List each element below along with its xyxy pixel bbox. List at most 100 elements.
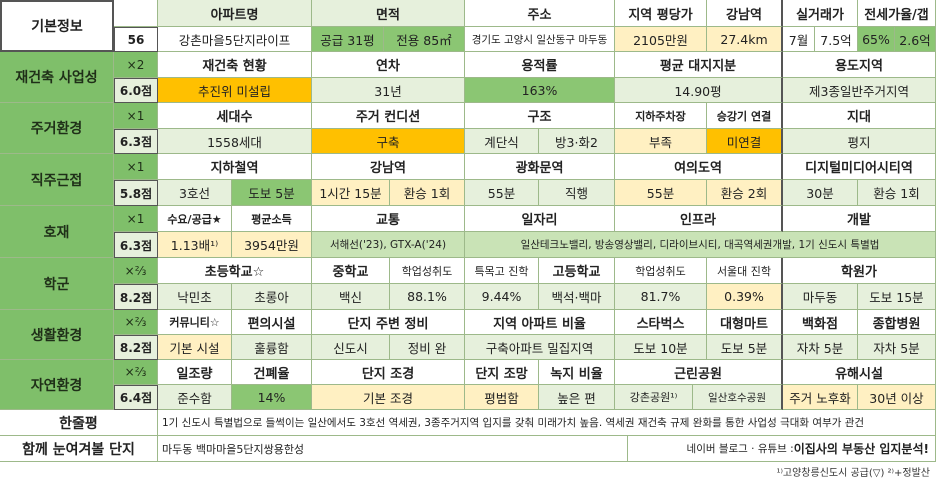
surroundings-a-value: 신도시 (312, 335, 390, 360)
header-park: 근린공원 (615, 360, 783, 385)
supply-demand-value: 1.13배¹⁾ (158, 232, 232, 258)
surroundings-b-value: 정비 완 (390, 335, 465, 360)
header-income: 평균소득 (232, 206, 312, 232)
header-age: 연차 (312, 52, 465, 78)
header-terrain: 지대 (783, 103, 936, 129)
income-value: 3954만원 (232, 232, 312, 258)
trade-month-value: 7월 (783, 27, 815, 52)
header-sunlight: 일조량 (158, 360, 232, 385)
convenience-value: 훌륭함 (232, 335, 312, 360)
category-commute: 직주근접 (0, 154, 114, 206)
header-gangnam-station: 강남역 (312, 154, 465, 180)
header-rebuild-status: 재건축 현황 (158, 52, 312, 78)
header-hospital: 종합병원 (858, 310, 936, 335)
header-elementary: 초등학교☆ (158, 258, 312, 284)
header-condition: 주거 컨디션 (312, 103, 465, 129)
living-score: 6.3점 (114, 129, 158, 154)
commute-score: 5.8점 (114, 180, 158, 206)
header-elevator: 승강기 연결 (707, 103, 783, 129)
rebuild-status-value: 추진위 미설립 (158, 78, 312, 103)
academy-walk-value: 도보 15분 (858, 284, 936, 310)
elementary2-value: 초롱아 (232, 284, 312, 310)
category-compare: 함께 눈여겨볼 단지 (0, 436, 158, 462)
school-score: 8.2점 (114, 284, 158, 310)
park-b-value: 일산호수공원 (693, 385, 783, 410)
header-supply-demand: 수요/공급★ (158, 206, 232, 232)
living-multiplier: ×1 (114, 103, 158, 129)
summary-text: 1기 신도시 특별법으로 들썩이는 일산에서도 3호선 역세권, 3종주거지역 … (158, 410, 936, 436)
header-yeouido: 여의도역 (615, 154, 783, 180)
basic-count: 56 (114, 27, 158, 52)
parking-value: 부족 (615, 129, 707, 154)
nature-multiplier: ×⅔ (114, 360, 158, 385)
coverage-value: 14% (232, 385, 312, 410)
apartment-name-value: 강촌마을5단지라이프 (158, 27, 312, 52)
header-households: 세대수 (158, 103, 312, 129)
subway-line-value: 3호선 (158, 180, 232, 206)
header-subway: 지하철역 (158, 154, 312, 180)
header-middle-score: 학업성취도 (390, 258, 465, 284)
header-academy: 학원가 (783, 258, 936, 284)
header-convenience: 편의시설 (232, 310, 312, 335)
header-apartment-name: 아파트명 (158, 0, 312, 27)
header-special-high: 특목고 진학 (465, 258, 539, 284)
jeonse-ratio-value: 65% (858, 27, 895, 52)
yeouido-transfer-value: 환승 2회 (707, 180, 783, 206)
development-score: 6.3점 (114, 232, 158, 258)
header-mart: 대형마트 (707, 310, 783, 335)
green-ratio-value: 높은 편 (539, 385, 615, 410)
footnote: ¹⁾고양창릉신도시 공급(▽) ²⁾+정발산 (776, 468, 930, 479)
credit: 네이버 블로그 · 유튜브 : 이집사의 부동산 입지분석! (628, 436, 936, 462)
gangnam-time-value: 1시간 15분 (312, 180, 390, 206)
header-dmc: 디지털미디어시티역 (783, 154, 936, 180)
header-green-ratio: 녹지 비율 (539, 360, 615, 385)
header-infra: 인프라 (615, 206, 783, 232)
gap-value: 2.6억 (895, 27, 936, 52)
header-structure: 구조 (465, 103, 615, 129)
header-jeonse-ratio: 전세가율/갭 (858, 0, 936, 27)
category-rebuild: 재건축 사업성 (0, 52, 114, 103)
region-price-value: 2105만원 (615, 27, 707, 52)
category-nature: 자연환경 (0, 360, 114, 410)
header-area: 면적 (312, 0, 465, 27)
category-summary: 한줄평 (0, 410, 158, 436)
header-middle: 중학교 (312, 258, 390, 284)
starbucks-value: 도보 10분 (615, 335, 707, 360)
dmc-time-value: 30분 (783, 180, 858, 206)
category-basic: 기본정보 (0, 0, 114, 52)
high-value: 백석·백마 (539, 284, 615, 310)
rebuild-multiplier: ×2 (114, 52, 158, 78)
gwanghwamun-time-value: 55분 (465, 180, 539, 206)
subway-walk-value: 도보 5분 (232, 180, 312, 206)
landscape-value: 기본 조경 (312, 385, 465, 410)
gangnam-transfer-value: 환승 1회 (390, 180, 465, 206)
structure-type-value: 계단식 (465, 129, 539, 154)
view-value: 평범함 (465, 385, 539, 410)
elementary-value: 낙민초 (158, 284, 232, 310)
gangnam-distance-value: 27.4km (707, 27, 783, 52)
lifestyle-multiplier: ×⅔ (114, 310, 158, 335)
zoning-value: 제3종일반주거지역 (783, 78, 936, 103)
transport-value: 서해선('23), GTX-A('24) (312, 232, 465, 258)
header-gwanghwamun: 광화문역 (465, 154, 615, 180)
header-landscape: 단지 조경 (312, 360, 465, 385)
header-high-score: 학업성취도 (615, 258, 707, 284)
rebuild-score: 6.0점 (114, 78, 158, 103)
compare-complex: 마두동 백마마을5단지쌍용한성 (158, 436, 628, 462)
sunlight-value: 준수함 (158, 385, 232, 410)
academy-area-value: 마두동 (783, 284, 858, 310)
hospital-value: 자차 5분 (858, 335, 936, 360)
header-jobs: 일자리 (465, 206, 615, 232)
header-view: 단지 조망 (465, 360, 539, 385)
header-starbucks: 스타벅스 (615, 310, 707, 335)
apt-ratio-value: 구축아파트 밀집지역 (465, 335, 615, 360)
header-harmful: 유해시설 (783, 360, 936, 385)
far-value: 163% (465, 78, 615, 103)
high-score-value: 81.7% (615, 284, 707, 310)
category-school: 학군 (0, 258, 114, 310)
header-address: 주소 (465, 0, 615, 27)
school-multiplier: ×⅔ (114, 258, 158, 284)
structure-rooms-value: 방3·화2 (539, 129, 615, 154)
middle-score-value: 88.1% (390, 284, 465, 310)
